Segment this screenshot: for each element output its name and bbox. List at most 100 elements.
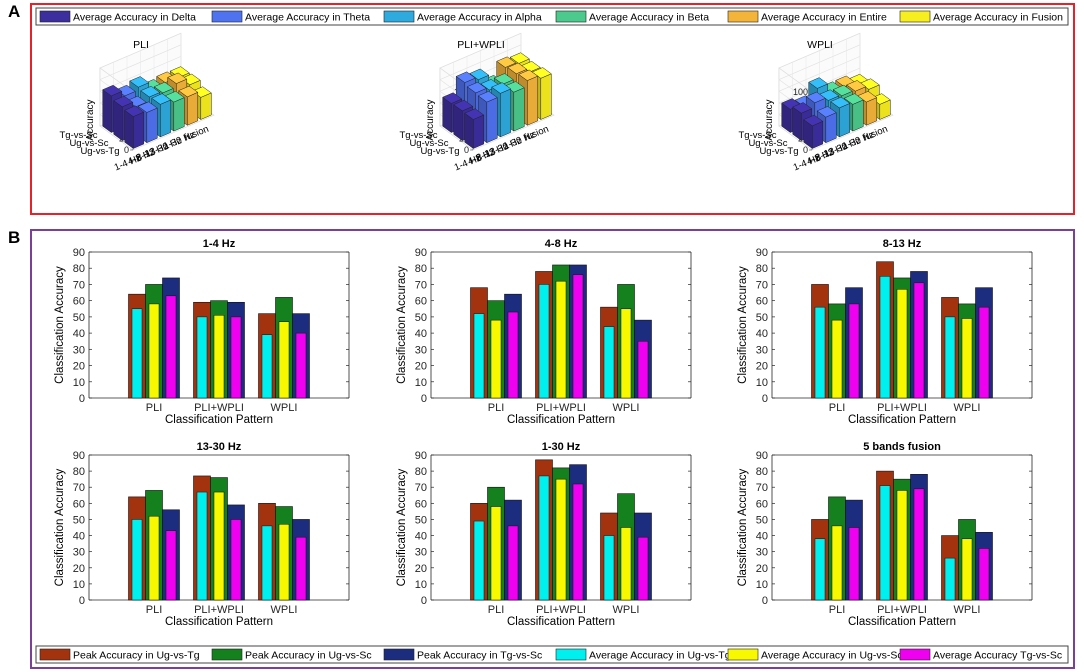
y-tick-label: 30	[73, 344, 85, 356]
average-bar-PLI+WPLI-2	[572, 483, 584, 601]
legend-label: Average Accuracy in Ug-vs-Sc	[761, 650, 903, 662]
average-bar-WPLI-1	[278, 321, 290, 399]
average-bar-PLI-2	[165, 295, 177, 399]
y-tick-label: 60	[756, 498, 768, 510]
average-bar-PLI+WPLI-2	[913, 488, 925, 601]
panel-label-b: B	[8, 228, 21, 247]
average-bar-PLI-2	[848, 303, 860, 399]
legend-swatch	[39, 10, 71, 23]
average-bar-WPLI-1	[278, 524, 290, 601]
average-bar-WPLI-0	[261, 334, 273, 399]
chart-2d-5: 0 10 20 30 40 50 60 70 80 90 Classification Accura…	[737, 441, 1033, 628]
average-bar-PLI+WPLI-2	[230, 316, 242, 399]
legend-swatch	[899, 10, 931, 23]
average-bar-PLI-1	[831, 319, 843, 399]
y-tick-label: 80	[415, 263, 427, 275]
y-tick-label: 30	[415, 344, 427, 356]
bar-side	[113, 100, 123, 141]
bar-top	[805, 91, 826, 104]
bar-front	[486, 97, 498, 144]
z-axis-label: Accuracy	[764, 99, 775, 140]
x-tick-label: PLI	[146, 402, 163, 414]
average-bar-WPLI-2	[637, 340, 649, 399]
bar-front	[133, 111, 145, 149]
bar-side	[124, 109, 134, 149]
row-label: Ug-vs-Sc	[69, 138, 108, 149]
z-tick-label: 0	[464, 145, 469, 155]
x-tick-label: PLI+WPLI	[194, 604, 244, 616]
y-axis-label: Classification Accuracy	[737, 468, 749, 586]
y-tick-label: 40	[415, 328, 427, 340]
x-tick-label: PLI+WPLI	[536, 604, 586, 616]
y-tick-label: 0	[762, 393, 768, 405]
average-bar-PLI-1	[490, 506, 502, 601]
row-label: Ug-vs-Sc	[748, 138, 787, 149]
legend-swatch	[899, 648, 931, 661]
bar-top	[830, 96, 851, 109]
average-bar-WPLI-2	[978, 548, 990, 601]
average-bar-PLI-0	[131, 519, 143, 601]
average-bar-WPLI-0	[944, 316, 956, 399]
bar-front	[866, 97, 878, 126]
average-bar-WPLI-1	[620, 527, 632, 601]
legend-label: Average Accuracy in Theta	[245, 12, 370, 24]
chart-2d-1: 0 10 20 30 40 50 60 70 80 90 Classification Accura…	[396, 238, 692, 426]
bar-front	[160, 99, 172, 138]
x-tick-label: WPLI	[271, 402, 298, 414]
average-bar-PLI+WPLI-1	[896, 289, 908, 399]
bar-top	[509, 52, 530, 64]
chart-2d-0: 0 10 20 30 40 50 60 70 80 90 Classification Accura…	[54, 238, 350, 426]
row-label: Ug-vs-Tg	[80, 146, 119, 157]
chart-3d-1: 020406080100AccuracyPLI+WPLIUg-vs-TgUg-v…	[400, 32, 555, 173]
x-tick-label: PLI	[488, 402, 505, 414]
bar-top	[137, 101, 158, 113]
y-tick-label: 40	[73, 531, 85, 543]
bar-top	[169, 66, 190, 78]
bar-top	[167, 72, 188, 84]
legend-label: Average Accuracy in Alpha	[417, 12, 542, 24]
bar-front	[852, 99, 864, 132]
y-tick-label: 60	[415, 498, 427, 510]
y-axis-label: Classification Accuracy	[54, 468, 66, 586]
legend-label: Average Accuracy in Entire	[761, 12, 887, 24]
bar-top	[843, 93, 864, 105]
y-tick-label: 90	[756, 247, 768, 259]
bar-top	[464, 108, 485, 120]
average-bar-PLI-2	[848, 527, 860, 601]
z-tick-label: 0	[124, 145, 129, 155]
y-tick-label: 0	[421, 393, 427, 405]
chart-3d-2: 020406080100AccuracyWPLIUg-vs-TgUg-vs-Sc…	[739, 32, 894, 173]
y-tick-label: 20	[756, 361, 768, 373]
panel-label-a: A	[8, 2, 21, 21]
y-tick-label: 30	[756, 344, 768, 356]
bar-front	[839, 103, 851, 138]
y-tick-label: 80	[756, 263, 768, 275]
row-label: Tg-vs-Sc	[400, 130, 438, 141]
average-bar-PLI+WPLI-2	[230, 519, 242, 601]
x-tick-label: PLI	[829, 402, 846, 414]
panel-a-frame	[30, 3, 1075, 215]
y-tick-label: 10	[756, 579, 768, 591]
chart-title: PLI	[133, 39, 149, 51]
z-axis-label: Accuracy	[85, 99, 96, 140]
x-axis-label: Classification Pattern	[507, 616, 615, 628]
y-tick-label: 70	[756, 482, 768, 494]
y-tick-label: 0	[79, 595, 85, 607]
x-axis-label: Classification Pattern	[507, 414, 615, 426]
chart-title: 13-30 Hz	[197, 441, 242, 453]
y-tick-label: 70	[73, 279, 85, 291]
y-tick-label: 40	[415, 531, 427, 543]
average-bar-WPLI-0	[261, 525, 273, 601]
y-tick-label: 80	[73, 466, 85, 478]
y-tick-label: 10	[73, 377, 85, 389]
average-bar-PLI-0	[131, 308, 143, 399]
bar-side	[102, 89, 112, 133]
average-bar-PLI+WPLI-0	[196, 491, 208, 601]
x-tick-label: WPLI	[613, 604, 640, 616]
y-tick-label: 10	[73, 579, 85, 591]
bar3d-Ug-vs-Tg-1-4 Hz	[124, 105, 145, 149]
x-tick-label: PLI	[829, 604, 846, 616]
bar-top	[491, 82, 512, 94]
bar-front	[146, 107, 158, 144]
chart-title: 1-30 Hz	[542, 441, 581, 453]
